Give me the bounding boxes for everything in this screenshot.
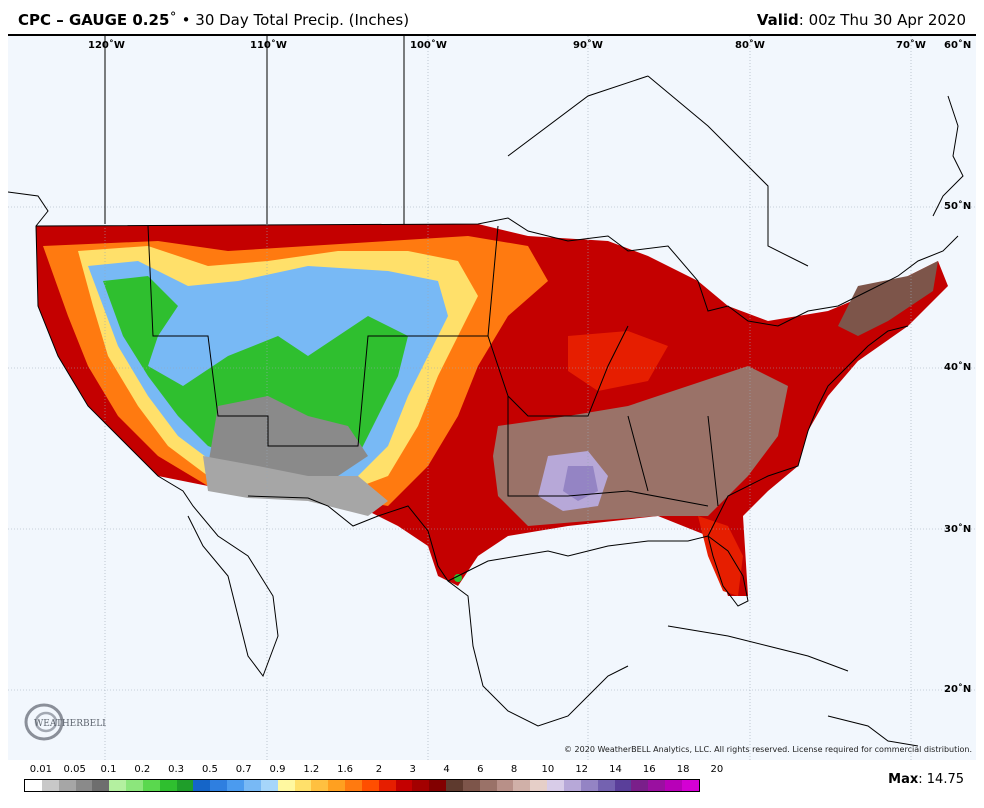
legend-swatch — [75, 780, 93, 791]
lat-label-30n: 30˚N — [944, 524, 972, 535]
legend-swatch — [564, 780, 581, 791]
svg-text:WEATHERBELL: WEATHERBELL — [34, 719, 106, 729]
weatherbell-logo: WEATHERBELL — [22, 700, 108, 744]
lat-label-40n: 40˚N — [944, 362, 972, 373]
legend-swatch — [193, 780, 211, 791]
legend-label: 0.2 — [134, 764, 151, 775]
legend-label: 0.5 — [201, 764, 218, 775]
legend-swatch — [361, 780, 379, 791]
header: CPC – GAUGE 0.25˚ • 30 Day Total Precip.… — [0, 0, 984, 34]
legend-label: 2 — [375, 764, 383, 775]
legend-label: 6 — [477, 764, 484, 775]
legend-swatch — [176, 780, 194, 791]
legend-swatch — [597, 780, 615, 791]
legend-swatch — [631, 780, 649, 791]
legend-swatch — [462, 780, 480, 791]
legend-label: 0.3 — [168, 764, 185, 775]
lat-label-50n: 50˚N — [944, 201, 972, 212]
legend-label: 16 — [642, 764, 656, 775]
max-label: Max — [888, 772, 919, 787]
legend-swatch — [345, 780, 362, 791]
legend-label: 20 — [710, 764, 724, 775]
legend-swatch — [328, 780, 346, 791]
legend-label: 12 — [575, 764, 589, 775]
legend-swatch — [496, 780, 514, 791]
legend-swatch — [614, 780, 632, 791]
legend-swatch — [243, 780, 261, 791]
legend-color-bar — [24, 779, 700, 792]
legend-label: 4 — [443, 764, 450, 775]
legend-label: 3 — [409, 764, 416, 775]
legend-label: 0.01 — [29, 764, 53, 775]
legend-swatch — [530, 780, 548, 791]
precip-map: 120˚W 110˚W 100˚W 90˚W 80˚W 70˚W 60˚N 50… — [8, 34, 976, 760]
legend-swatch — [311, 780, 329, 791]
legend-label: 10 — [541, 764, 555, 775]
valid-time: Valid: 00z Thu 30 Apr 2020 — [757, 11, 966, 29]
lon-label-80w: 80˚W — [735, 40, 765, 51]
lon-label-90w: 90˚W — [573, 40, 603, 51]
legend-swatch — [142, 780, 160, 791]
legend-swatch — [109, 780, 127, 791]
legend-swatch — [446, 780, 463, 791]
lon-label-70w: 70˚W — [896, 40, 926, 51]
legend-swatch — [547, 780, 564, 791]
legend-swatch — [513, 780, 531, 791]
precip-field — [36, 224, 948, 596]
legend-swatch — [25, 780, 42, 791]
legend-label: 8 — [510, 764, 518, 775]
legend-swatch — [479, 780, 497, 791]
legend-label: 0.05 — [63, 764, 86, 775]
legend-label: 0.7 — [235, 764, 252, 775]
legend-swatch — [412, 780, 430, 791]
lat-label-20n: 20˚N — [944, 684, 972, 695]
legend-swatch — [294, 780, 312, 791]
lat-label-60n: 60˚N — [944, 40, 972, 51]
lon-label-110w: 110˚W — [250, 40, 287, 51]
product-title: CPC – GAUGE 0.25˚ • 30 Day Total Precip.… — [18, 11, 409, 29]
max-number: : 14.75 — [918, 772, 964, 787]
legend-swatch — [41, 780, 59, 791]
copyright-text: © 2020 WeatherBELL Analytics, LLC. All r… — [564, 745, 972, 754]
legend-swatch — [648, 780, 666, 791]
max-value: Max: 14.75 — [888, 772, 964, 787]
legend-label: 1.2 — [303, 764, 320, 775]
legend-swatch — [159, 780, 177, 791]
degree-symbol: ˚ — [169, 11, 177, 29]
product-name: CPC – GAUGE 0.25 — [18, 11, 170, 29]
legend-swatch — [277, 780, 295, 791]
legend-label: 18 — [676, 764, 690, 775]
legend-swatch — [210, 780, 228, 791]
color-legend: 0.01 0.05 0.1 0.2 0.3 0.5 0.7 0.9 1.2 1.6 2 3 4 6 8 10 1… — [24, 764, 724, 794]
legend-swatch — [126, 780, 143, 791]
legend-swatch — [665, 780, 682, 791]
legend-swatch — [681, 780, 699, 791]
product-description: 30 Day Total Precip. (Inches) — [195, 11, 410, 29]
legend-label: 0.1 — [100, 764, 117, 775]
legend-swatch — [395, 780, 413, 791]
lon-label-100w: 100˚W — [410, 40, 447, 51]
logo-swirl-icon: WEATHERBELL — [24, 703, 108, 741]
lon-label-120w: 120˚W — [88, 40, 125, 51]
legend-labels: 0.01 0.05 0.1 0.2 0.3 0.5 0.7 0.9 1.2 1.6 2 3 4 6 8 10 1… — [24, 764, 724, 778]
legend-label: 1.6 — [337, 764, 354, 775]
legend-swatch — [580, 780, 598, 791]
legend-label: 0.9 — [269, 764, 286, 775]
legend-swatch — [92, 780, 110, 791]
valid-value: : 00z Thu 30 Apr 2020 — [798, 11, 966, 29]
legend-swatch — [429, 780, 447, 791]
valid-label: Valid — [756, 11, 799, 29]
legend-swatch — [227, 780, 244, 791]
legend-swatch — [378, 780, 396, 791]
map-svg — [8, 36, 976, 760]
legend-swatch — [260, 780, 278, 791]
legend-swatch — [58, 780, 76, 791]
legend-label: 14 — [609, 764, 622, 775]
boundaries — [8, 36, 964, 747]
title-bullet: • — [176, 11, 196, 29]
